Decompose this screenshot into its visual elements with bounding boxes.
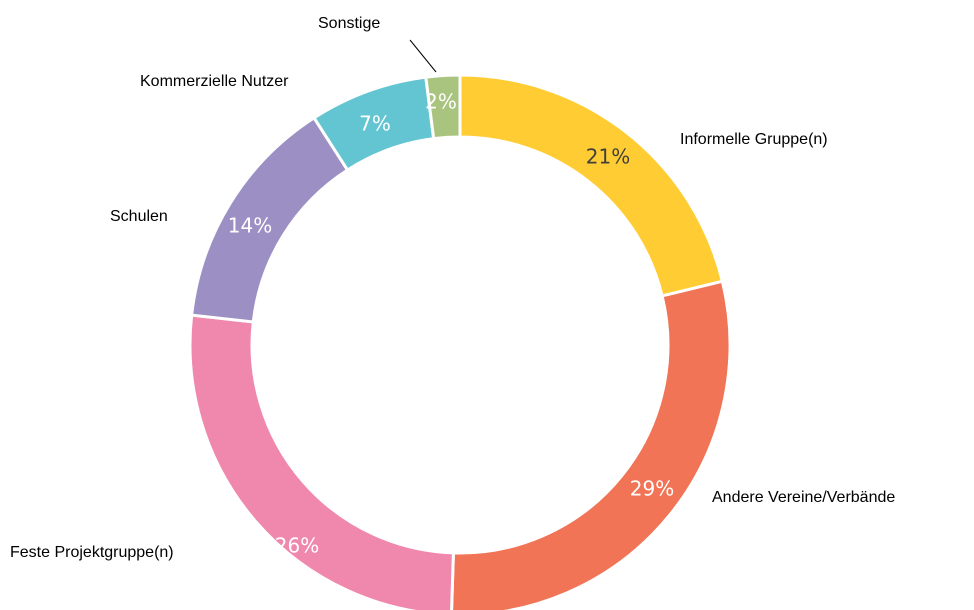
- category-label: Kommerzielle Nutzer: [140, 73, 289, 90]
- value-label: 2%: [425, 90, 457, 114]
- value-label: 26%: [275, 534, 319, 558]
- donut-segment: [450, 279, 732, 610]
- category-label: Sonstige: [318, 15, 380, 32]
- leader-line: [409, 39, 437, 73]
- value-label: 29%: [630, 477, 674, 501]
- donut-segment: [424, 73, 462, 141]
- category-label: Schulen: [110, 208, 168, 225]
- category-label: Andere Vereine/Verbände: [712, 489, 895, 506]
- value-label: 14%: [228, 214, 272, 238]
- value-label: 21%: [586, 145, 630, 169]
- category-label: Informelle Gruppe(n): [680, 131, 828, 148]
- donut-segment: [458, 73, 725, 298]
- value-label: 7%: [359, 112, 391, 136]
- donut-segment: [188, 313, 455, 610]
- category-label: Feste Projektgruppe(n): [10, 544, 174, 561]
